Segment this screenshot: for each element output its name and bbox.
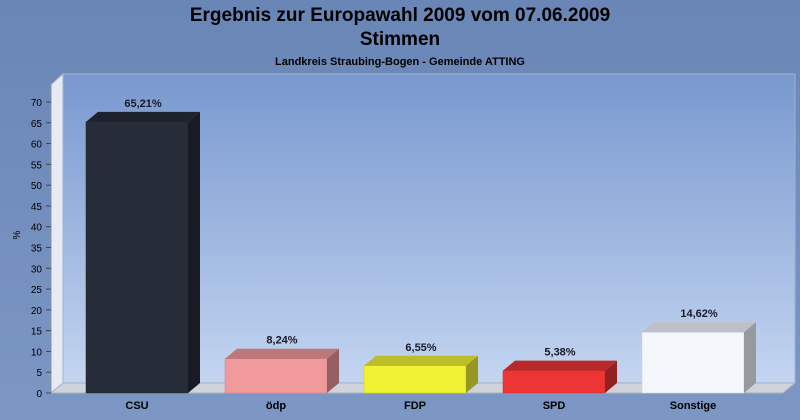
chart-subtitle: Landkreis Straubing-Bogen - Gemeinde ATT… bbox=[275, 56, 525, 68]
y-tick-label: 35 bbox=[31, 244, 43, 255]
bar-value-label: 8,24% bbox=[266, 335, 297, 347]
bar-group: 5,38% SPD bbox=[502, 347, 617, 412]
y-tick-label: 50 bbox=[31, 181, 43, 192]
bar-group: 6,55% FDP bbox=[363, 342, 478, 412]
bar-top-face bbox=[503, 360, 617, 371]
bars: 65,21% CSU 8,24% ödp 6,55% FDP 5,38% SPD 14,62% S… bbox=[85, 98, 756, 412]
y-tick-label: 40 bbox=[31, 223, 43, 234]
bar bbox=[641, 331, 745, 394]
bar-value-label: 6,55% bbox=[405, 342, 436, 354]
bar-group: 14,62% Sonstige bbox=[641, 308, 756, 412]
bar-top-face bbox=[642, 322, 756, 333]
bar-group: 8,24% ödp bbox=[224, 335, 339, 412]
bar bbox=[85, 121, 189, 394]
bar-side-face bbox=[744, 322, 756, 393]
y-tick-label: 15 bbox=[31, 327, 43, 338]
bar-side-face bbox=[327, 348, 339, 393]
y-tick-label: 55 bbox=[31, 160, 43, 171]
y-tick-label: 5 bbox=[36, 368, 42, 379]
x-category-label: FDP bbox=[404, 400, 426, 412]
y-tick-label: 30 bbox=[31, 264, 43, 275]
y-tick-label: 10 bbox=[31, 347, 43, 358]
bar bbox=[502, 370, 606, 394]
bar-value-label: 5,38% bbox=[544, 347, 575, 359]
y-axis-ticks: 0 5 10 15 20 25 30 35 40 45 50 55 60 65 70 bbox=[31, 98, 51, 400]
bar-value-label: 65,21% bbox=[124, 98, 162, 110]
bar-value-label: 14,62% bbox=[680, 308, 718, 320]
x-category-label: SPD bbox=[543, 400, 566, 412]
chart-title-line2: Stimmen bbox=[360, 29, 440, 50]
chart-left-wall bbox=[50, 72, 64, 395]
chart-title: Ergebnis zur Europawahl 2009 vom 07.06.2… bbox=[190, 5, 610, 26]
y-tick-label: 45 bbox=[31, 202, 43, 213]
bar-top-face bbox=[364, 355, 478, 366]
x-category-label: Sonstige bbox=[670, 400, 716, 412]
x-category-label: ödp bbox=[266, 400, 286, 412]
bar bbox=[363, 365, 467, 394]
y-tick-label: 70 bbox=[31, 98, 43, 109]
y-tick-label: 65 bbox=[31, 119, 43, 130]
bar-top-face bbox=[86, 111, 200, 122]
bar bbox=[224, 358, 328, 394]
y-tick-label: 60 bbox=[31, 140, 43, 151]
x-category-label: CSU bbox=[125, 400, 148, 412]
bar-side-face bbox=[188, 111, 200, 393]
bar-group: 65,21% CSU bbox=[85, 98, 200, 412]
y-tick-label: 25 bbox=[31, 285, 43, 296]
bar-side-face bbox=[605, 360, 617, 393]
bar-side-face bbox=[466, 355, 478, 393]
bar-top-face bbox=[225, 348, 339, 359]
y-tick-label: 20 bbox=[31, 306, 43, 317]
y-tick-label: 0 bbox=[36, 389, 42, 400]
y-axis-label: % bbox=[12, 230, 23, 239]
